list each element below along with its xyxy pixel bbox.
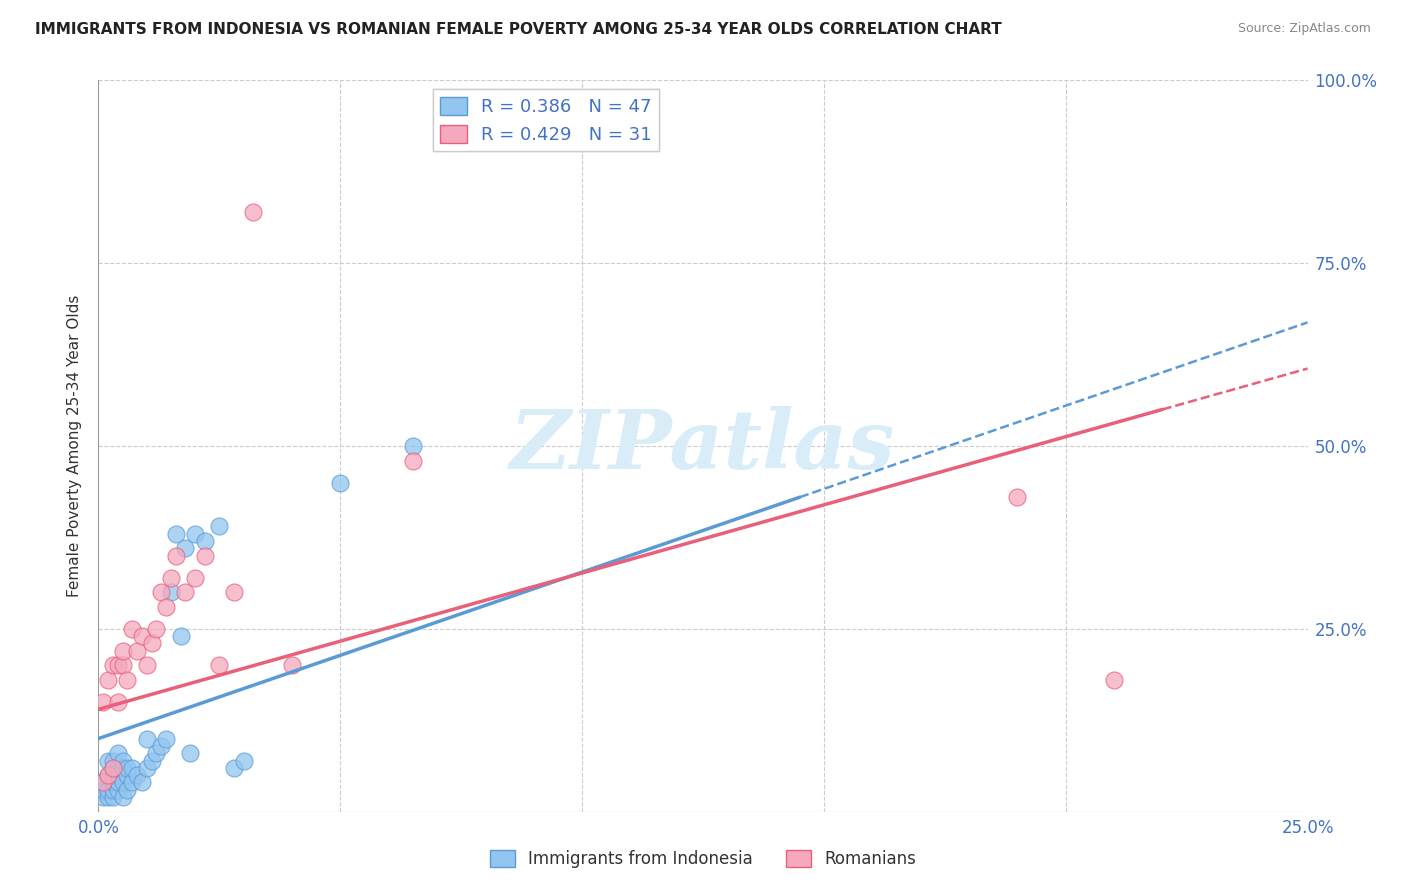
Point bbox=[127, 768, 149, 782]
Text: ZIPatlas: ZIPatlas bbox=[510, 406, 896, 486]
Point bbox=[117, 782, 139, 797]
Point bbox=[145, 746, 167, 760]
Point bbox=[91, 695, 114, 709]
Point bbox=[329, 475, 352, 490]
Point bbox=[101, 761, 124, 775]
Point bbox=[281, 658, 304, 673]
Point bbox=[117, 761, 139, 775]
Point bbox=[402, 453, 425, 467]
Point bbox=[222, 585, 245, 599]
Point bbox=[1102, 673, 1125, 687]
Point bbox=[131, 629, 153, 643]
Point bbox=[1007, 490, 1029, 504]
Point bbox=[141, 636, 163, 650]
Point bbox=[91, 775, 114, 789]
Point bbox=[155, 599, 177, 614]
Point bbox=[184, 526, 207, 541]
Point bbox=[121, 775, 143, 789]
Point bbox=[174, 585, 197, 599]
Point bbox=[135, 731, 157, 746]
Point bbox=[179, 746, 201, 760]
Point bbox=[131, 775, 153, 789]
Point bbox=[91, 782, 114, 797]
Point bbox=[208, 519, 231, 533]
Point bbox=[111, 761, 134, 775]
Point bbox=[135, 658, 157, 673]
Point bbox=[222, 761, 245, 775]
Point bbox=[127, 644, 149, 658]
Text: IMMIGRANTS FROM INDONESIA VS ROMANIAN FEMALE POVERTY AMONG 25-34 YEAR OLDS CORRE: IMMIGRANTS FROM INDONESIA VS ROMANIAN FE… bbox=[35, 22, 1002, 37]
Point bbox=[101, 761, 124, 775]
Point bbox=[165, 526, 187, 541]
Point bbox=[91, 790, 114, 805]
Legend: Immigrants from Indonesia, Romanians: Immigrants from Indonesia, Romanians bbox=[484, 843, 922, 875]
Point bbox=[107, 761, 129, 775]
Point bbox=[101, 790, 124, 805]
Point bbox=[111, 775, 134, 789]
Point bbox=[107, 746, 129, 760]
Point bbox=[97, 782, 120, 797]
Point bbox=[184, 571, 207, 585]
Point bbox=[107, 782, 129, 797]
Y-axis label: Female Poverty Among 25-34 Year Olds: Female Poverty Among 25-34 Year Olds bbox=[67, 295, 83, 597]
Point bbox=[165, 549, 187, 563]
Point bbox=[91, 775, 114, 789]
Point bbox=[194, 534, 217, 549]
Point bbox=[145, 622, 167, 636]
Point bbox=[194, 549, 217, 563]
Point bbox=[97, 768, 120, 782]
Point bbox=[97, 673, 120, 687]
Point bbox=[107, 775, 129, 789]
Point bbox=[107, 768, 129, 782]
Point bbox=[174, 541, 197, 556]
Point bbox=[107, 695, 129, 709]
Point bbox=[155, 731, 177, 746]
Point bbox=[117, 673, 139, 687]
Point bbox=[169, 629, 191, 643]
Point bbox=[232, 754, 254, 768]
Point bbox=[101, 775, 124, 789]
Point bbox=[101, 782, 124, 797]
Point bbox=[141, 754, 163, 768]
Point bbox=[121, 622, 143, 636]
Point bbox=[402, 439, 425, 453]
Point bbox=[101, 768, 124, 782]
Point bbox=[111, 644, 134, 658]
Point bbox=[111, 790, 134, 805]
Point bbox=[117, 768, 139, 782]
Point bbox=[160, 585, 183, 599]
Point bbox=[111, 658, 134, 673]
Point bbox=[135, 761, 157, 775]
Point bbox=[107, 658, 129, 673]
Legend: R = 0.386   N = 47, R = 0.429   N = 31: R = 0.386 N = 47, R = 0.429 N = 31 bbox=[433, 89, 659, 152]
Point bbox=[242, 205, 264, 219]
Point bbox=[160, 571, 183, 585]
Point bbox=[111, 754, 134, 768]
Point bbox=[150, 739, 173, 753]
Point bbox=[101, 754, 124, 768]
Point bbox=[97, 754, 120, 768]
Point bbox=[208, 658, 231, 673]
Point bbox=[97, 768, 120, 782]
Point bbox=[101, 658, 124, 673]
Text: Source: ZipAtlas.com: Source: ZipAtlas.com bbox=[1237, 22, 1371, 36]
Point bbox=[121, 761, 143, 775]
Point bbox=[150, 585, 173, 599]
Point bbox=[97, 790, 120, 805]
